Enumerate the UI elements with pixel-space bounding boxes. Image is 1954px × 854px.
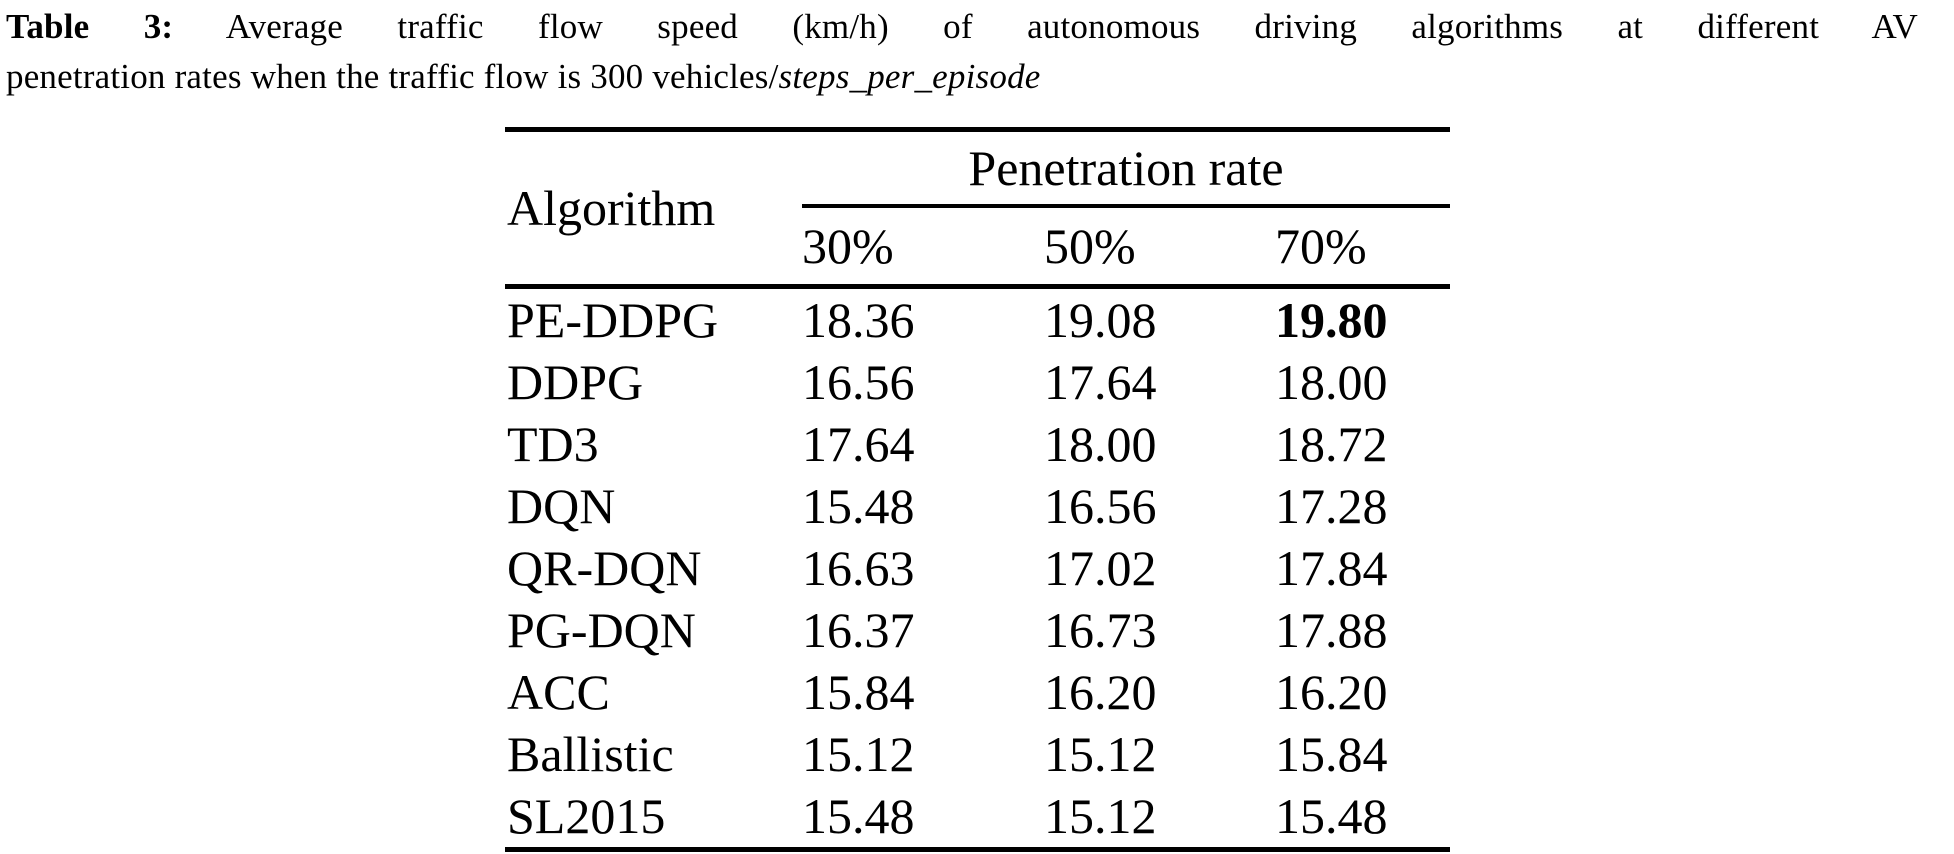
value-cell-best: 19.80 [1275, 292, 1388, 348]
table-caption: Table 3: Average traffic flow speed (km/… [6, 2, 1918, 102]
value-cell: 19.08 [1044, 292, 1157, 348]
subheader-row: 30% 50% 70% [505, 206, 1450, 289]
caption-variable-name: steps_per_episode [778, 57, 1041, 96]
algorithm-cell: ACC [507, 664, 610, 720]
value-cell: 16.37 [802, 602, 915, 658]
table-row-ddpg: DDPG 16.56 17.64 18.00 [505, 351, 1450, 413]
value-cell: 16.56 [802, 354, 915, 410]
value-cell: 16.20 [1044, 664, 1157, 720]
caption-text-line-2: penetration rates when the traffic flow … [6, 57, 779, 96]
subheader-70: 70% [1275, 206, 1450, 289]
value-cell: 15.84 [802, 664, 915, 720]
value-cell: 18.36 [802, 292, 915, 348]
algorithm-cell: SL2015 [507, 788, 666, 844]
value-cell: 17.84 [1275, 540, 1388, 596]
value-cell: 15.12 [1044, 726, 1157, 782]
header-algorithm: Algorithm [505, 129, 802, 289]
value-cell: 15.84 [1275, 726, 1388, 782]
algorithm-cell: Ballistic [507, 726, 674, 782]
value-cell: 18.00 [1275, 354, 1388, 410]
value-cell: 17.88 [1275, 602, 1388, 658]
table-row-dqn: DQN 15.48 16.56 17.28 [505, 475, 1450, 537]
value-cell: 16.73 [1044, 602, 1157, 658]
value-cell: 18.00 [1044, 416, 1157, 472]
group-header-row: Algorithm Penetration rate [505, 129, 1450, 289]
value-cell: 16.56 [1044, 478, 1157, 534]
algorithm-cell: DDPG [507, 354, 644, 410]
value-cell: 17.02 [1044, 540, 1157, 596]
table-row-qr-dqn: QR-DQN 16.63 17.02 17.84 [505, 537, 1450, 599]
value-cell: 17.28 [1275, 478, 1388, 534]
value-cell: 17.64 [1044, 354, 1157, 410]
table-row-acc: ACC 15.84 16.20 16.20 [505, 661, 1450, 723]
results-table: Algorithm Penetration rate 30% 50% 70% P… [505, 127, 1450, 852]
value-cell: 15.48 [802, 478, 915, 534]
caption-label: Table 3: [6, 7, 174, 46]
subheader-30: 30% [802, 206, 1044, 289]
table-row-td3: TD3 17.64 18.00 18.72 [505, 413, 1450, 475]
value-cell: 17.64 [802, 416, 915, 472]
table-row-pe-ddpg: PE-DDPG 18.36 19.08 19.80 [505, 287, 1450, 352]
caption-line-2: penetration rates when the traffic flow … [6, 52, 1918, 102]
caption-line-1: Table 3: Average traffic flow speed (km/… [6, 2, 1918, 52]
value-cell: 15.48 [1275, 788, 1388, 844]
value-cell: 15.12 [802, 726, 915, 782]
value-cell: 16.20 [1275, 664, 1388, 720]
value-cell: 18.72 [1275, 416, 1388, 472]
algorithm-cell: DQN [507, 478, 616, 534]
algorithm-cell: PG-DQN [507, 602, 696, 658]
algorithm-cell: TD3 [507, 416, 599, 472]
table-row-ballistic: Ballistic 15.12 15.12 15.84 [505, 723, 1450, 785]
algorithm-cell: QR-DQN [507, 540, 702, 596]
value-cell: 15.48 [802, 788, 915, 844]
value-cell: 16.63 [802, 540, 915, 596]
value-cell: 15.12 [1044, 788, 1157, 844]
subheader-50: 50% [1044, 206, 1275, 289]
algorithm-cell: PE-DDPG [507, 292, 719, 348]
header-penetration-rate: Penetration rate [802, 129, 1450, 208]
caption-text-line-1: Average traffic flow speed (km/h) of aut… [225, 7, 1918, 46]
table-row-sl2015: SL2015 15.48 15.12 15.48 [505, 785, 1450, 850]
table-row-pg-dqn: PG-DQN 16.37 16.73 17.88 [505, 599, 1450, 661]
